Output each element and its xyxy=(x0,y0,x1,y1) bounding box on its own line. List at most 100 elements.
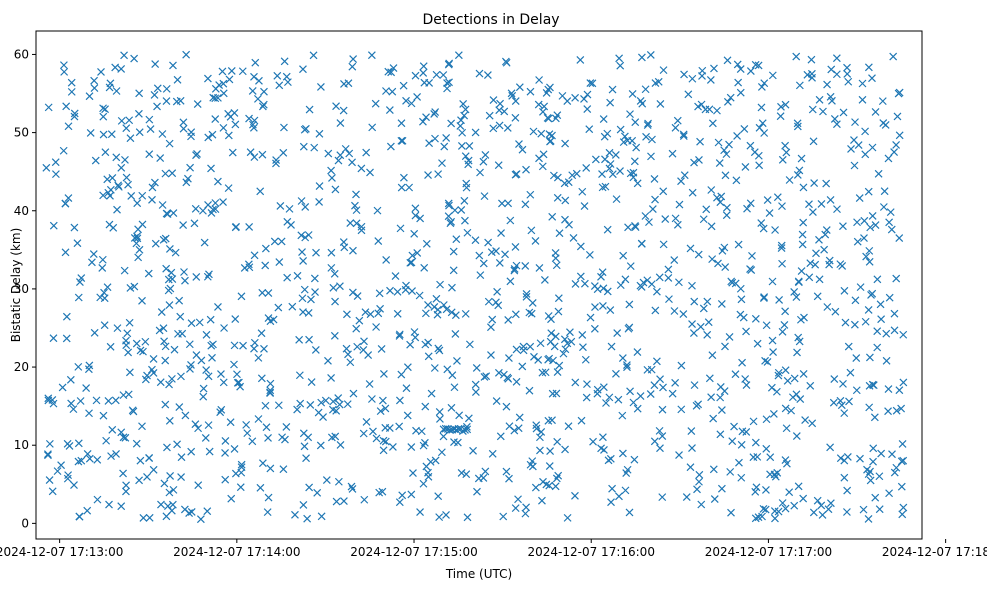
data-point xyxy=(740,125,749,133)
data-point xyxy=(795,166,804,175)
data-point xyxy=(565,220,573,229)
data-point xyxy=(311,288,319,296)
data-point xyxy=(707,186,716,194)
data-point xyxy=(823,80,831,89)
data-point xyxy=(579,343,587,352)
data-point xyxy=(104,188,113,197)
data-point xyxy=(185,509,194,517)
data-point xyxy=(398,136,407,145)
data-point xyxy=(723,56,732,65)
data-point xyxy=(792,52,801,61)
data-point xyxy=(99,104,107,113)
data-point xyxy=(403,363,412,372)
data-point xyxy=(339,106,348,115)
data-point xyxy=(561,139,570,148)
data-point xyxy=(650,437,659,446)
data-point xyxy=(866,476,875,485)
data-point xyxy=(312,248,320,257)
data-point xyxy=(879,203,888,211)
data-point xyxy=(58,383,67,392)
data-point xyxy=(299,142,308,151)
data-point xyxy=(77,274,86,282)
data-point xyxy=(424,300,432,309)
data-point xyxy=(598,302,607,310)
data-point xyxy=(179,118,188,127)
data-point xyxy=(829,398,838,407)
data-point xyxy=(869,444,878,453)
data-point xyxy=(630,157,639,166)
data-point xyxy=(425,78,434,87)
data-point xyxy=(801,416,810,425)
data-point xyxy=(465,142,474,150)
data-point xyxy=(733,132,742,140)
data-point xyxy=(887,225,896,234)
data-point xyxy=(74,439,83,448)
data-point xyxy=(497,229,505,238)
data-point xyxy=(558,91,567,100)
data-point xyxy=(224,131,233,140)
data-point xyxy=(651,195,659,204)
data-point xyxy=(549,356,557,365)
data-point xyxy=(690,297,699,306)
data-point xyxy=(458,128,467,137)
data-point xyxy=(465,340,474,349)
data-point xyxy=(752,483,761,492)
data-point xyxy=(793,119,802,128)
data-point xyxy=(495,121,504,130)
data-point xyxy=(803,70,812,79)
data-point xyxy=(738,358,747,367)
data-point xyxy=(794,333,803,342)
data-point xyxy=(430,110,439,118)
data-point xyxy=(725,140,733,149)
data-point xyxy=(138,422,146,431)
data-point xyxy=(239,341,247,350)
data-point xyxy=(697,500,706,509)
data-point xyxy=(817,199,826,208)
data-point xyxy=(221,475,230,484)
data-point xyxy=(647,280,656,289)
data-point xyxy=(416,508,424,516)
data-point xyxy=(503,124,512,132)
data-point xyxy=(506,277,515,286)
data-point xyxy=(332,102,340,111)
data-point xyxy=(447,308,456,317)
data-point xyxy=(538,368,547,377)
data-point xyxy=(771,226,780,234)
data-point xyxy=(339,238,348,247)
data-point xyxy=(199,392,208,401)
data-point xyxy=(656,375,664,384)
data-point xyxy=(836,454,845,463)
data-point xyxy=(553,173,562,182)
data-point xyxy=(471,388,480,396)
data-point xyxy=(231,120,240,129)
data-point xyxy=(675,451,683,459)
data-point xyxy=(805,273,814,282)
data-point xyxy=(545,462,554,471)
data-point xyxy=(618,354,627,363)
data-point xyxy=(480,373,489,381)
data-point xyxy=(673,116,682,125)
data-point xyxy=(361,308,370,317)
data-point xyxy=(781,307,790,316)
data-point xyxy=(53,467,62,476)
data-point xyxy=(387,68,396,77)
data-point xyxy=(435,513,444,522)
data-point xyxy=(471,380,480,389)
data-point xyxy=(384,67,393,76)
data-point xyxy=(485,111,494,120)
data-point xyxy=(754,513,763,522)
data-point xyxy=(291,510,299,519)
data-point xyxy=(48,487,57,496)
data-point xyxy=(138,191,147,200)
data-point xyxy=(324,356,332,365)
data-point xyxy=(659,383,667,392)
data-point xyxy=(369,427,377,436)
data-point xyxy=(322,476,331,485)
data-point xyxy=(781,100,790,109)
data-point xyxy=(97,68,105,76)
data-point xyxy=(90,76,99,85)
data-point xyxy=(475,251,484,260)
data-point xyxy=(806,381,815,390)
data-point xyxy=(373,206,382,215)
